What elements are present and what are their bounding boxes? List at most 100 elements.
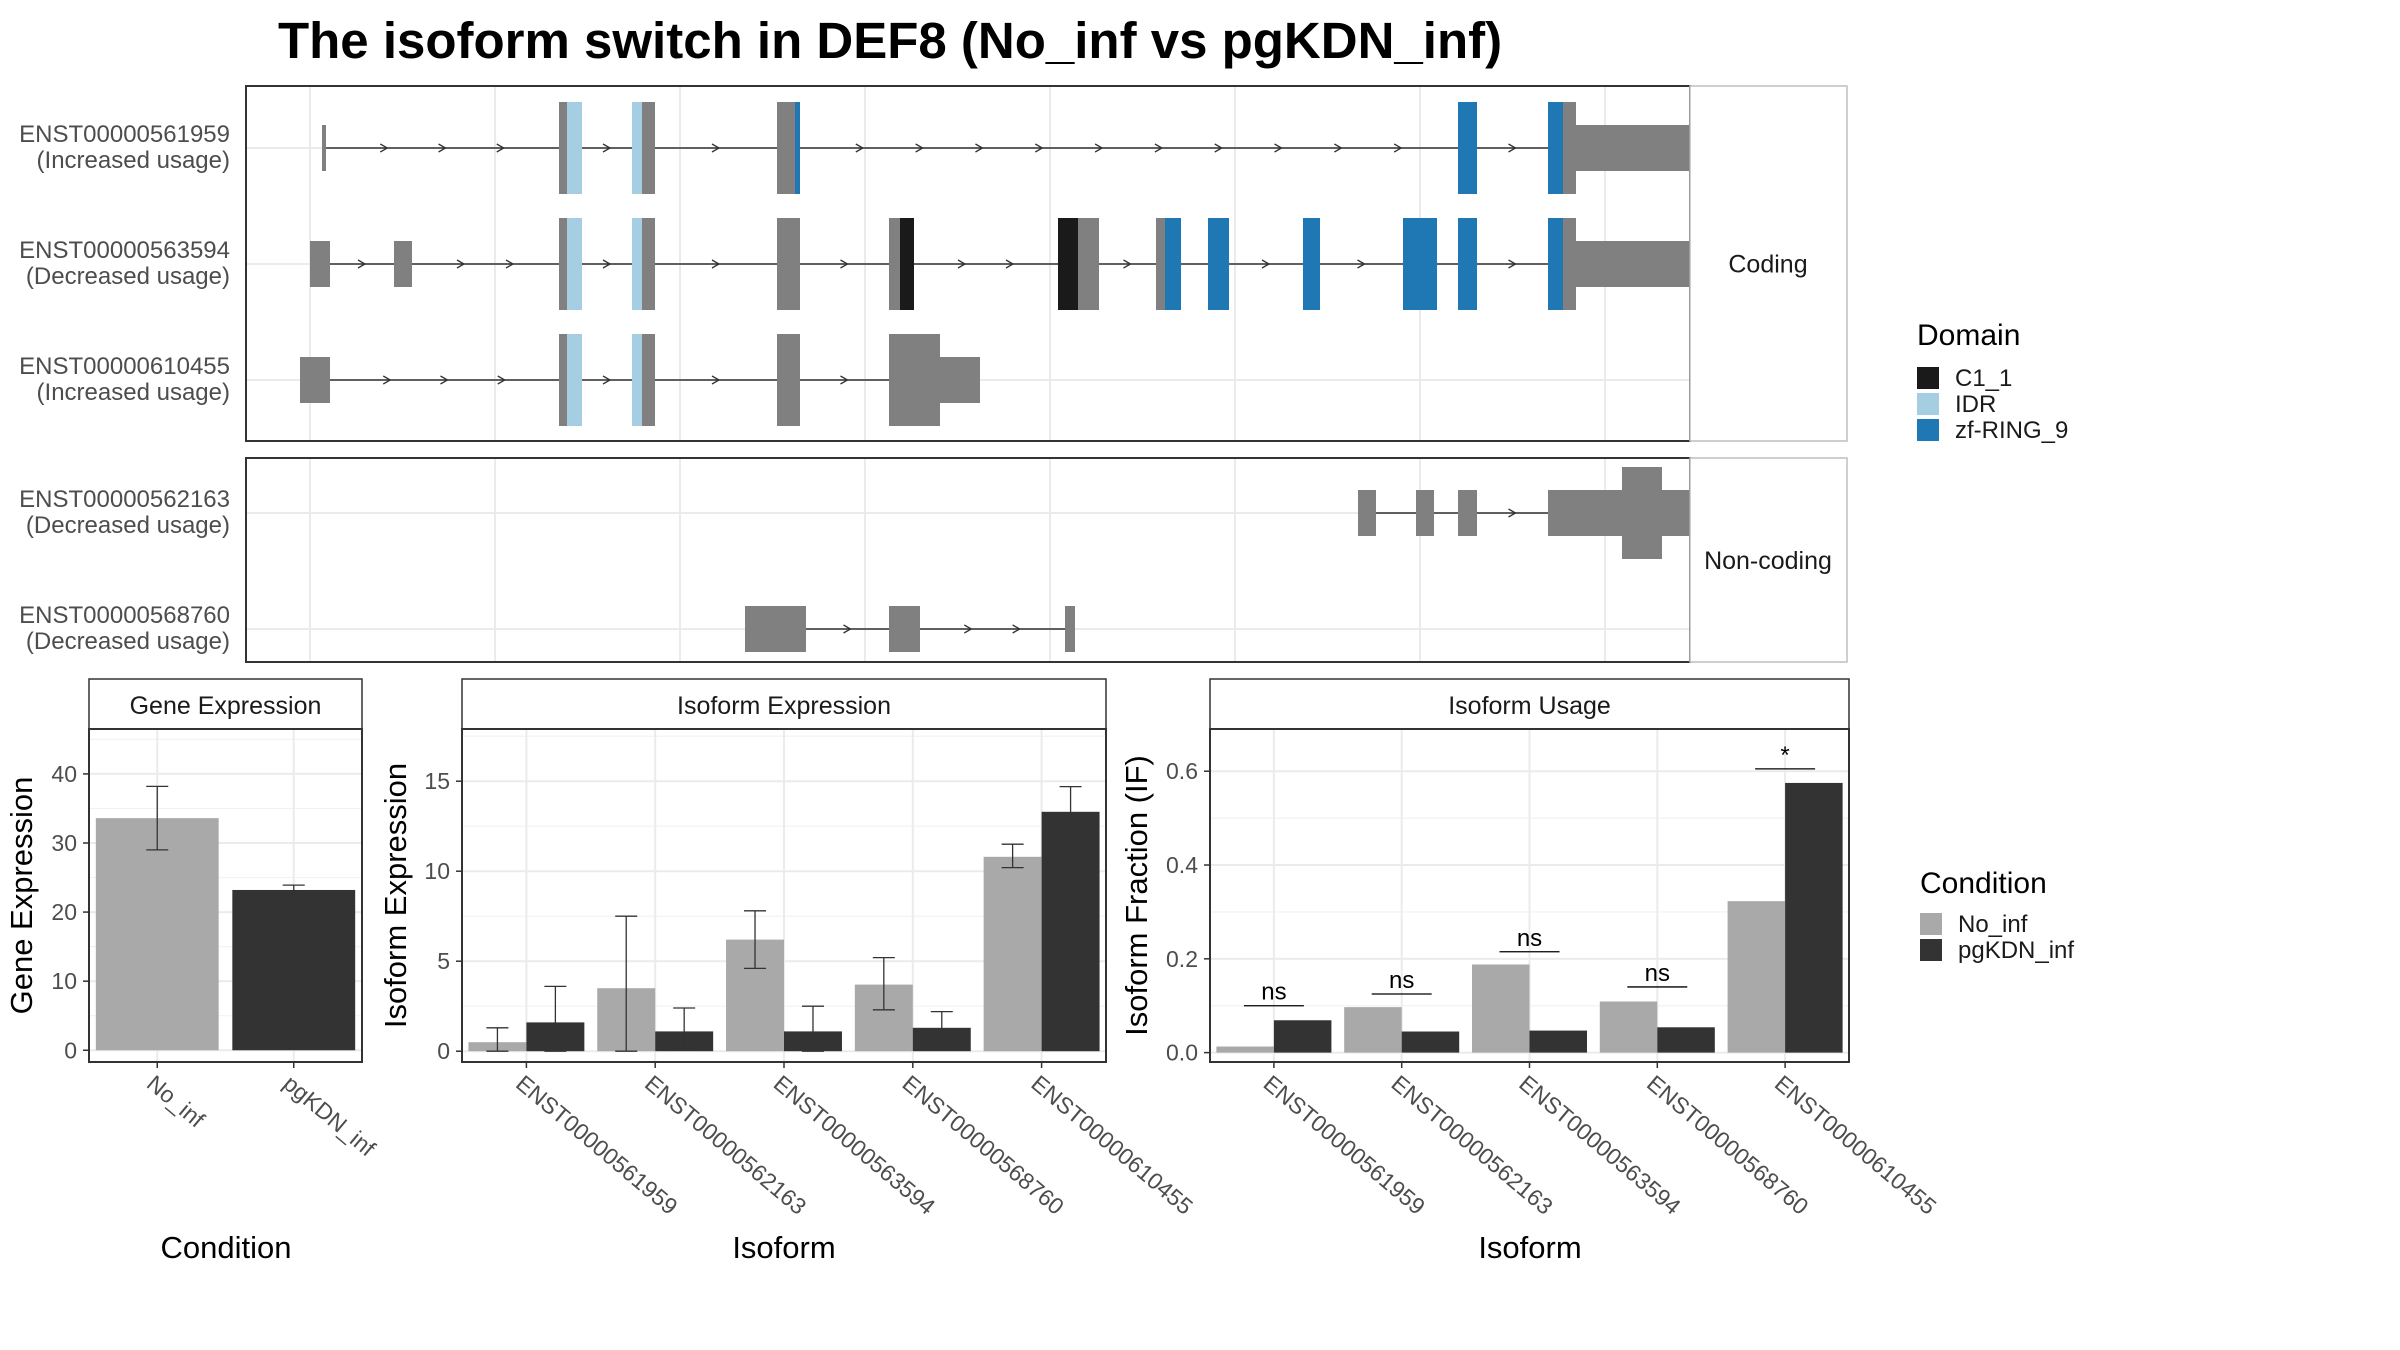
domain-legend-label: C1_1 — [1955, 365, 2012, 392]
exon — [889, 606, 920, 652]
intron-arrow — [957, 259, 967, 269]
bar — [1785, 782, 1843, 1053]
exon — [310, 241, 330, 287]
domain-legend-title: Domain — [1917, 319, 2020, 352]
condition-legend-key — [1920, 913, 1942, 935]
facet-strip — [1209, 678, 1850, 730]
isoform-status: (Decreased usage) — [26, 263, 230, 290]
significance-label: ns — [1517, 925, 1542, 952]
y-tick-label: 0.2 — [1166, 946, 1198, 972]
isoform-status: (Increased usage) — [37, 147, 230, 174]
intron-arrow — [1393, 143, 1403, 153]
isoform-status: (Decreased usage) — [26, 628, 230, 655]
x-axis-title: Condition — [161, 1230, 292, 1265]
y-axis-title: Gene Expression — [4, 777, 39, 1015]
x-tick-label: pgKDN_inf — [279, 1070, 381, 1162]
y-tick-label: 30 — [51, 830, 77, 856]
y-tick-label: 5 — [437, 948, 450, 974]
isoform-label: ENST00000561959 (Increased usage) — [19, 121, 230, 174]
intron-arrow — [1508, 143, 1517, 153]
domain-legend-key — [1917, 367, 1939, 389]
intron-arrow — [1334, 143, 1343, 153]
domain-IDR — [567, 218, 582, 310]
domain-zf-RING_9 — [1303, 218, 1320, 310]
domain-zf-RING_9 — [1548, 102, 1563, 194]
facet-strip — [1689, 457, 1848, 663]
facet-strip — [88, 678, 363, 730]
exon — [1416, 490, 1434, 536]
intron-arrow — [505, 259, 515, 269]
facet-strip-label-coding: Coding — [1728, 251, 1807, 279]
domain-IDR — [632, 218, 642, 310]
y-tick-label: 0.0 — [1166, 1040, 1198, 1066]
domain-zf-RING_9 — [1208, 218, 1229, 310]
exon — [394, 241, 412, 287]
isoform-id: ENST00000610455 — [19, 353, 230, 380]
significance-label: ns — [1645, 960, 1670, 987]
intron-arrow — [840, 375, 849, 385]
chart-isoform-expression: Isoform Expression051015ENST00000561959E… — [378, 678, 1198, 1265]
intron-arrow — [1094, 143, 1104, 153]
isoform-structure-panel: ENST00000561959 (Increased usage)ENST0000… — [19, 85, 1848, 663]
exon — [322, 125, 326, 171]
bar — [232, 889, 356, 1051]
isoform-status: (Increased usage) — [37, 379, 230, 406]
domain-IDR — [632, 102, 642, 194]
intron-arrow — [438, 143, 447, 153]
intron-arrow — [1508, 259, 1517, 269]
isoform-id: ENST00000568760 — [19, 602, 230, 629]
intron-arrow — [602, 143, 612, 153]
exon — [1358, 490, 1376, 536]
bar — [1344, 1007, 1402, 1053]
exon — [1622, 467, 1662, 559]
intron-arrow — [1012, 624, 1021, 634]
intron-arrow — [1214, 143, 1224, 153]
significance-label: ns — [1389, 967, 1414, 994]
domain-C1_1 — [1058, 218, 1078, 310]
bar — [1599, 1001, 1658, 1053]
facet-strip-label-noncoding: Non-coding — [1704, 547, 1832, 575]
condition-legend-label: pgKDN_inf — [1958, 937, 2074, 964]
y-axis-title: Isoform Expression — [378, 763, 413, 1028]
x-tick-label: No_inf — [142, 1070, 210, 1133]
isoform-label: ENST00000568760 (Decreased usage) — [19, 602, 230, 655]
domain-legend-key — [1917, 419, 1939, 441]
bar — [95, 818, 219, 1051]
significance-label: * — [1780, 742, 1789, 769]
intron-arrow — [456, 259, 466, 269]
condition-legend-key — [1920, 939, 1942, 961]
intron-arrow — [1154, 143, 1164, 153]
y-tick-label: 0.6 — [1166, 758, 1198, 784]
isoform-id: ENST00000563594 — [19, 237, 230, 264]
isoform-status: (Decreased usage) — [26, 512, 230, 539]
intron-arrow — [975, 143, 984, 153]
x-axis-title: Isoform — [1478, 1230, 1581, 1265]
condition-legend-label: No_inf — [1958, 911, 2028, 938]
expression-charts: Gene Expression 0 10 20 30 40 No_inf pgKDN_inf C… — [4, 678, 1941, 1265]
isoform-label: ENST00000562163 (Decreased usage) — [19, 486, 230, 539]
bar — [1216, 1046, 1274, 1053]
bar — [1471, 964, 1530, 1053]
exon — [889, 357, 980, 403]
intron-arrow — [379, 143, 389, 153]
isoform-id: ENST00000561959 — [19, 121, 230, 148]
facet-strip — [1689, 85, 1848, 442]
intron-arrow — [1274, 143, 1283, 153]
domain-zf-RING_9 — [795, 102, 800, 194]
exon — [777, 334, 800, 426]
intron-arrow — [1005, 259, 1015, 269]
chart-title: Isoform Expression — [677, 692, 891, 720]
intron-arrow — [496, 143, 506, 153]
exon — [777, 102, 800, 194]
intron-arrow — [711, 259, 721, 269]
y-tick-label: 15 — [424, 768, 450, 794]
plot-border — [88, 728, 363, 1063]
chart-title: Isoform Usage — [1448, 692, 1611, 720]
y-tick-label: 10 — [51, 968, 77, 994]
figure-title: The isoform switch in DEF8 (No_inf vs pg… — [278, 12, 1502, 69]
exon — [1458, 490, 1477, 536]
y-tick-label: 10 — [424, 858, 450, 884]
domain-IDR — [632, 334, 642, 426]
